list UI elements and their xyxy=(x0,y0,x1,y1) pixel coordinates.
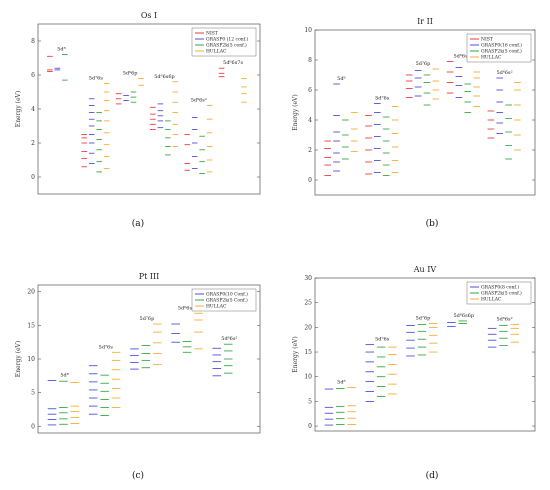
legend-entry: HULLAC xyxy=(481,297,502,303)
y-tick-label: 20 xyxy=(27,289,35,296)
legend-entry: HULLAC xyxy=(206,304,227,310)
legend-entry: HULLAC xyxy=(206,49,227,55)
configuration-label: 5d⁸ xyxy=(57,47,65,53)
legend-entry: NIST xyxy=(206,31,218,37)
y-tick-label: 0 xyxy=(308,177,312,184)
legend-entry: GRASP0 (12 conf.) xyxy=(206,36,249,43)
y-axis-label: Energy (eV) xyxy=(292,336,299,372)
legend-entry: GRASP0(10 Conf.) xyxy=(206,291,248,298)
y-axis-label: Energy (eV) xyxy=(15,91,22,127)
chart-title: Os I xyxy=(141,11,157,20)
chart-title: Pt III xyxy=(139,272,160,281)
y-tick-label: 15 xyxy=(304,349,312,356)
chart-panel: 0 2 4 6 8 Os I Energy (eV) 5d⁸ 5d⁷6s 5d⁶6p 5d⁶6s6p… xyxy=(15,11,261,195)
y-tick-label: 20 xyxy=(304,324,312,331)
y-tick-label: 4 xyxy=(308,117,312,124)
panel-caption: (d) xyxy=(426,470,439,481)
configuration-label: 5d⁶6s6p xyxy=(154,74,175,80)
configuration-label: 5d⁶6s² xyxy=(496,70,512,76)
configuration-label: 5d⁷6s xyxy=(99,344,114,350)
chart-panel: 0 5 10 15 20 25 30 Au IV Energy (eV) 5d⁸ 5d⁷6s 5d⁷6… xyxy=(292,265,536,432)
plot-frame xyxy=(314,277,536,432)
configuration-label: 5d⁷6s xyxy=(375,337,390,343)
y-tick-label: 0 xyxy=(31,423,35,430)
y-tick-label: 8 xyxy=(308,57,312,64)
y-axis-label: Energy (eV) xyxy=(292,94,299,130)
y-tick-label: 10 xyxy=(304,374,312,381)
legend-entry: HULLAC xyxy=(481,55,502,61)
configuration-label: 5d⁶6s7s xyxy=(223,60,243,66)
y-tick-label: 25 xyxy=(304,300,312,307)
y-tick-label: 6 xyxy=(308,87,312,94)
configuration-label: 5d⁷6p xyxy=(416,315,431,321)
configuration-label: 5d⁷6s xyxy=(89,76,104,82)
configuration-label: 5d⁷6p xyxy=(140,316,155,322)
y-tick-label: 5 xyxy=(308,398,312,405)
y-tick-label: 8 xyxy=(31,38,35,45)
chart-panel: 0 5 10 15 20 Pt III Energy (eV) 5d⁸ 5d⁷6s 5d⁷6p 5d… xyxy=(15,272,261,434)
legend-box xyxy=(191,288,257,312)
y-tick-label: 4 xyxy=(31,106,35,113)
configuration-label: 5d⁸ xyxy=(337,380,345,386)
chart-title: Ir II xyxy=(417,17,433,26)
legend-entry: GRASP2k(5 conf.) xyxy=(206,42,247,49)
configuration-label: 5d⁶6s6p xyxy=(454,313,475,319)
panel-caption: (a) xyxy=(132,218,144,229)
legend-entry: GRASP2k(5 conf.) xyxy=(481,290,522,297)
y-tick-label: 10 xyxy=(304,27,312,34)
configuration-label: 5d⁷6p xyxy=(416,61,431,67)
legend-entry: GRASP0(16 conf.) xyxy=(481,42,522,49)
y-tick-label: 2 xyxy=(308,147,312,154)
y-tick-label: 5 xyxy=(31,390,35,397)
configuration-label: 5d⁶6s6p xyxy=(178,305,199,311)
y-tick-label: 2 xyxy=(31,140,35,147)
y-tick-label: 6 xyxy=(31,72,35,79)
plot-frame xyxy=(314,29,536,196)
y-axis-label: Energy (eV) xyxy=(15,341,22,377)
panel-caption: (c) xyxy=(132,470,144,481)
y-tick-label: 0 xyxy=(308,423,312,430)
y-tick-label: 10 xyxy=(27,356,35,363)
y-tick-label: 30 xyxy=(304,275,312,282)
legend-entry: GRASP0(8 conf.) xyxy=(481,284,519,291)
configuration-label: 5d⁸ xyxy=(60,373,68,379)
legend-entry: GRASP2k(5 Conf.) xyxy=(206,297,248,304)
configuration-label: 5d⁸ xyxy=(337,76,345,82)
configuration-label: 5d⁶6s² xyxy=(221,336,237,342)
legend-entry: GRASP2k(5 conf.) xyxy=(481,48,522,55)
configuration-label: 5d⁶6p xyxy=(123,70,138,76)
chart-title: Au IV xyxy=(413,265,437,274)
configuration-label: 5d⁷6s xyxy=(375,96,390,102)
legend-box xyxy=(466,281,532,305)
legend-entry: NIST xyxy=(481,37,493,43)
chart-panel: 0 2 4 6 8 10 Ir II Energy (eV) 5d⁸ 5d⁷6s 5d⁷6p 5d⁶6… xyxy=(292,17,536,196)
configuration-label: 5d⁶6s² xyxy=(496,316,512,322)
y-tick-label: 15 xyxy=(27,322,35,329)
configuration-label: 5d⁶6s6p xyxy=(454,54,475,60)
y-tick-label: 0 xyxy=(31,174,35,181)
configuration-label: 5d⁶6s² xyxy=(191,98,207,104)
panel-caption: (b) xyxy=(426,218,439,229)
